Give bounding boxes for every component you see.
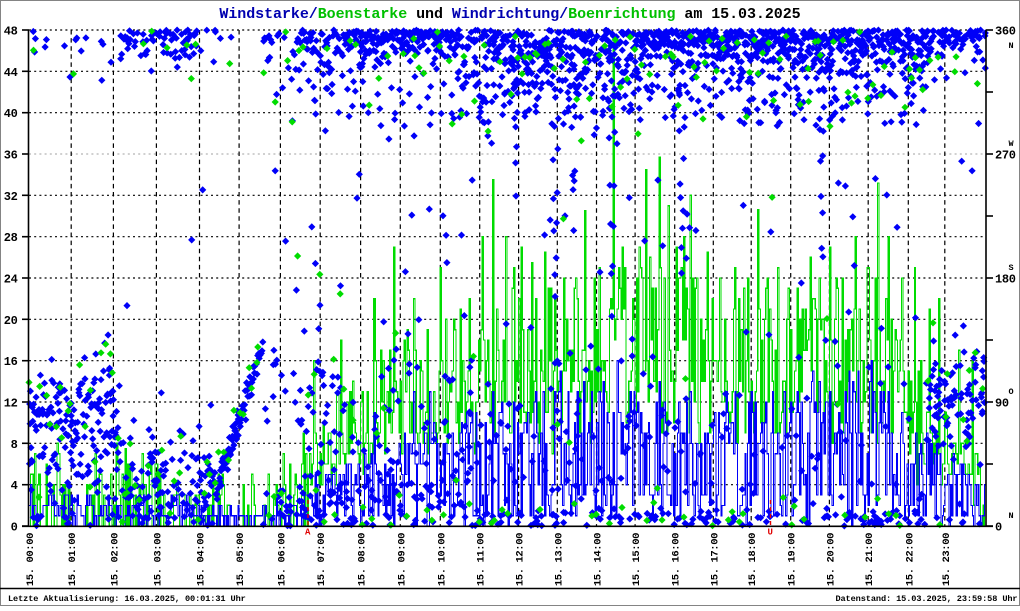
svg-text:24: 24 [4, 273, 18, 287]
svg-text:15. 23:00: 15. 23:00 [941, 533, 953, 586]
svg-text:15. 05:00: 15. 05:00 [235, 533, 247, 586]
svg-text:15. 03:00: 15. 03:00 [152, 533, 164, 586]
svg-text:U: U [768, 528, 773, 538]
svg-text:15. 22:00: 15. 22:00 [904, 533, 916, 586]
svg-text:15. 12:00: 15. 12:00 [515, 533, 527, 586]
svg-text:15. 07:00: 15. 07:00 [316, 533, 328, 586]
svg-text:4: 4 [11, 479, 18, 493]
svg-text:20: 20 [4, 314, 18, 328]
svg-text:15. 18:00: 15. 18:00 [747, 533, 759, 586]
svg-text:S: S [1009, 263, 1014, 273]
svg-text:15. 13:00: 15. 13:00 [553, 533, 565, 586]
svg-text:16: 16 [4, 355, 18, 369]
svg-text:32: 32 [4, 190, 18, 204]
svg-text:Windstarke/Boenstarke und Wind: Windstarke/Boenstarke und Windrichtung/B… [219, 6, 800, 23]
svg-text:15. 20:00: 15. 20:00 [825, 533, 837, 586]
svg-text:15. 10:00: 15. 10:00 [436, 533, 448, 586]
svg-text:28: 28 [4, 231, 18, 245]
svg-text:15. 17:00: 15. 17:00 [709, 533, 721, 586]
svg-text:Letzte Aktualisierung: 16.03.2: Letzte Aktualisierung: 16.03.2025, 00:01… [8, 594, 246, 604]
svg-text:15. 11:00: 15. 11:00 [476, 533, 488, 586]
svg-text:270: 270 [995, 149, 1016, 163]
svg-text:15. 15:00: 15. 15:00 [631, 533, 643, 586]
svg-text:N: N [1009, 41, 1014, 51]
svg-text:15. 14:00: 15. 14:00 [593, 533, 605, 586]
svg-text:15. 06:00: 15. 06:00 [276, 533, 288, 586]
svg-text:15. 09:00: 15. 09:00 [396, 533, 408, 586]
svg-text:15. 21:00: 15. 21:00 [864, 533, 876, 586]
svg-text:15. 08:00: 15. 08:00 [357, 533, 369, 586]
svg-text:44: 44 [4, 66, 18, 80]
svg-text:15. 00:00: 15. 00:00 [25, 533, 37, 586]
svg-text:N: N [1009, 511, 1014, 521]
svg-text:90: 90 [995, 397, 1009, 411]
svg-text:15. 19:00: 15. 19:00 [787, 533, 799, 586]
svg-text:36: 36 [4, 149, 18, 163]
svg-text:0: 0 [995, 521, 1002, 535]
svg-text:0: 0 [11, 521, 18, 535]
svg-text:15. 02:00: 15. 02:00 [109, 533, 121, 586]
svg-text:48: 48 [4, 25, 18, 39]
svg-text:O: O [1009, 387, 1014, 397]
svg-text:W: W [1009, 139, 1015, 149]
svg-text:8: 8 [11, 438, 18, 452]
svg-text:12: 12 [4, 397, 18, 411]
svg-text:40: 40 [4, 107, 18, 121]
svg-text:180: 180 [995, 273, 1016, 287]
svg-text:15. 04:00: 15. 04:00 [196, 533, 208, 586]
svg-text:Datenstand: 15.03.2025, 23:59:: Datenstand: 15.03.2025, 23:59:58 Uhr [835, 594, 1017, 604]
svg-text:360: 360 [995, 25, 1016, 39]
svg-text:15. 16:00: 15. 16:00 [671, 533, 683, 586]
svg-text:A: A [305, 528, 311, 538]
svg-text:15. 01:00: 15. 01:00 [67, 533, 79, 586]
